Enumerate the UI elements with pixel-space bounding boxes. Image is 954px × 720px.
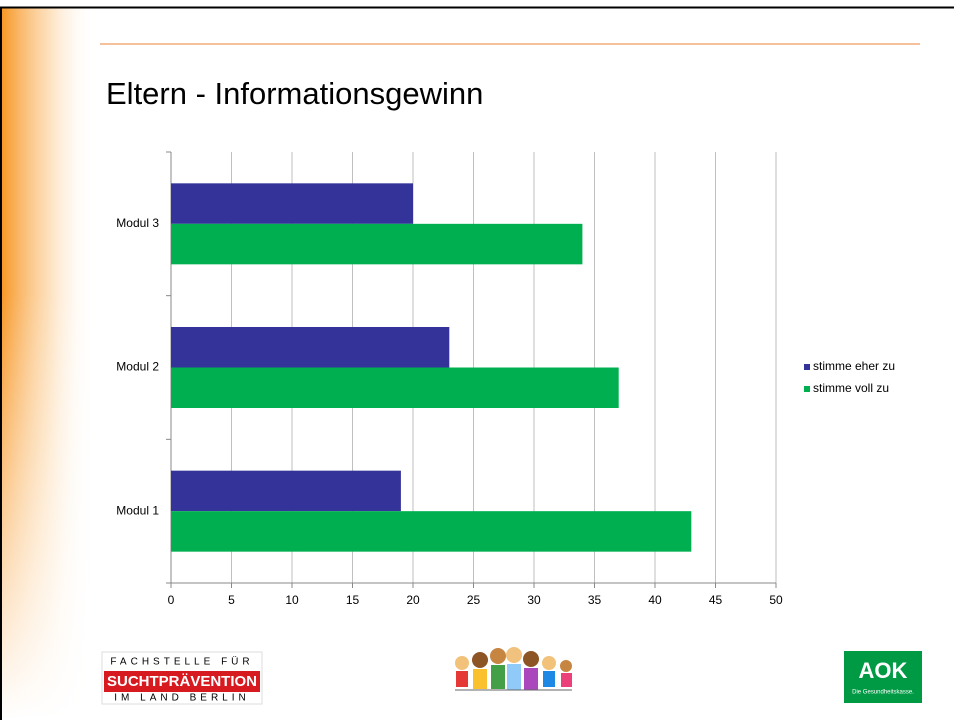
bar	[171, 183, 413, 224]
logo-right: AOK Die Gesundheitskasse.	[844, 651, 922, 703]
logo-text: IM LAND BERLIN	[114, 693, 249, 704]
x-tick-label: 40	[648, 593, 662, 607]
legend-label: stimme eher zu	[813, 359, 895, 373]
logo-text: SUCHTPRÄVENTION	[107, 673, 257, 690]
x-tick-label: 45	[709, 593, 723, 607]
bar	[171, 327, 450, 368]
bar	[171, 223, 583, 265]
logo-left: FACHSTELLE FÜR SUCHTPRÄVENTION IM LAND B…	[101, 651, 263, 705]
logo-text: AOK	[859, 658, 908, 683]
y-tick-label: Modul 2	[116, 360, 159, 374]
x-tick-label: 35	[588, 593, 602, 607]
slide-title: Eltern - Informationsgewinn	[106, 76, 483, 111]
x-tick-label: 10	[285, 593, 299, 607]
bar	[171, 470, 401, 512]
logo-green	[844, 651, 922, 703]
plot: 0 5 10 15 20 25 30 35 40 45 50 Modul 1 Modul 2 Modul …	[116, 151, 895, 607]
y-tick-label: Modul 3	[116, 216, 159, 230]
x-tick-label: 5	[228, 593, 235, 607]
x-tick-label: 50	[769, 593, 783, 607]
logo-text: FACHSTELLE FÜR	[110, 656, 253, 668]
logo-red	[104, 671, 260, 692]
legend-swatch	[804, 386, 810, 392]
x-tick-label: 15	[346, 593, 360, 607]
bar	[171, 367, 619, 408]
legend-swatch	[804, 364, 810, 370]
x-tick-label: 25	[467, 593, 481, 607]
children-illustration	[455, 647, 572, 691]
x-tick-label: 20	[406, 593, 420, 607]
x-tick-label: 30	[527, 593, 541, 607]
legend-label: stimme voll zu	[813, 381, 889, 395]
x-tick-label: 0	[168, 593, 175, 607]
logo-text: Die Gesundheitskasse.	[852, 690, 914, 696]
orange-fade	[0, 8, 95, 720]
y-tick-label: Modul 1	[116, 503, 159, 517]
bar	[171, 511, 692, 552]
